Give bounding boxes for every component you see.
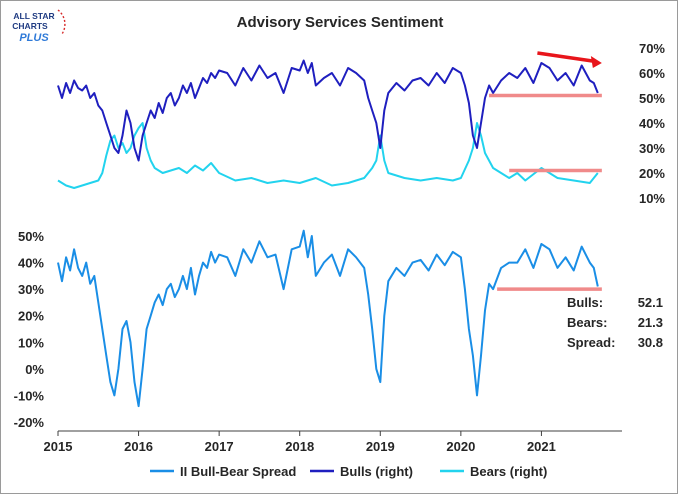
- top-y-axis-labels: 10% 20% 30% 40% 50% 60% 70%: [639, 41, 665, 206]
- x-tick-label: 2019: [366, 439, 395, 454]
- bottom-y-tick-label: 40%: [18, 256, 44, 271]
- trend-arrow-head: [590, 56, 602, 68]
- x-tick-label: 2018: [285, 439, 314, 454]
- bottom-y-axis-labels: -20% -10% 0% 10% 20% 30% 40% 50%: [14, 229, 45, 430]
- series-bulls-line: [57, 59, 599, 162]
- bottom-y-tick-label: 20%: [18, 309, 44, 324]
- stats-box: Bulls: 52.1 Bears: 21.3 Spread: 30.8: [567, 295, 663, 350]
- legend: II Bull-Bear Spread Bulls (right) Bears (r…: [150, 464, 547, 479]
- top-y-tick-label: 20%: [639, 166, 665, 181]
- brand-logo: ALL STAR CHARTS PLUS: [12, 9, 66, 44]
- top-y-tick-label: 70%: [639, 41, 665, 56]
- legend-label: Bears (right): [470, 464, 547, 479]
- stat-label: Bears:: [567, 315, 607, 330]
- bottom-y-tick-label: -20%: [14, 415, 45, 430]
- legend-label: Bulls (right): [340, 464, 413, 479]
- logo-star-arc: [57, 9, 66, 35]
- top-y-tick-label: 60%: [639, 66, 665, 81]
- x-tick-label: 2016: [124, 439, 153, 454]
- bottom-y-tick-label: -10%: [14, 388, 45, 403]
- logo-line-2: CHARTS: [12, 21, 48, 31]
- bottom-y-tick-label: 0%: [25, 362, 44, 377]
- bottom-y-tick-label: 30%: [18, 282, 44, 297]
- x-axis-ticks: 2015 2016 2017 2018 2019 2020 2021: [44, 431, 556, 454]
- x-tick-label: 2021: [527, 439, 556, 454]
- top-y-tick-label: 50%: [639, 91, 665, 106]
- series-spread-line: [57, 229, 599, 408]
- logo-line-3: PLUS: [19, 32, 49, 44]
- stat-value: 21.3: [638, 315, 663, 330]
- annotations-layer: [489, 51, 602, 291]
- top-y-tick-label: 10%: [639, 191, 665, 206]
- logo-line-1: ALL STAR: [13, 11, 54, 21]
- legend-label: II Bull-Bear Spread: [180, 464, 296, 479]
- stat-value: 52.1: [638, 295, 663, 310]
- stat-label: Bulls:: [567, 295, 603, 310]
- x-tick-label: 2017: [205, 439, 234, 454]
- x-tick-label: 2015: [44, 439, 73, 454]
- stat-label: Spread:: [567, 335, 615, 350]
- top-y-tick-label: 40%: [639, 116, 665, 131]
- bottom-y-tick-label: 50%: [18, 229, 44, 244]
- chart-title: Advisory Services Sentiment: [237, 14, 444, 31]
- trend-arrow-shaft: [537, 51, 597, 64]
- series-layer: [57, 59, 599, 408]
- bottom-y-tick-label: 10%: [18, 335, 44, 350]
- x-tick-label: 2020: [446, 439, 475, 454]
- top-y-tick-label: 30%: [639, 141, 665, 156]
- stat-value: 30.8: [638, 335, 663, 350]
